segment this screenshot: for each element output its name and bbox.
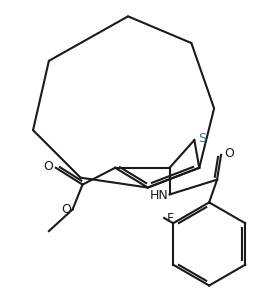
Text: O: O: [43, 160, 53, 173]
Text: O: O: [61, 203, 71, 216]
Text: O: O: [225, 147, 234, 160]
Text: HN: HN: [149, 189, 168, 203]
Text: S: S: [198, 132, 206, 145]
Text: F: F: [167, 212, 174, 225]
